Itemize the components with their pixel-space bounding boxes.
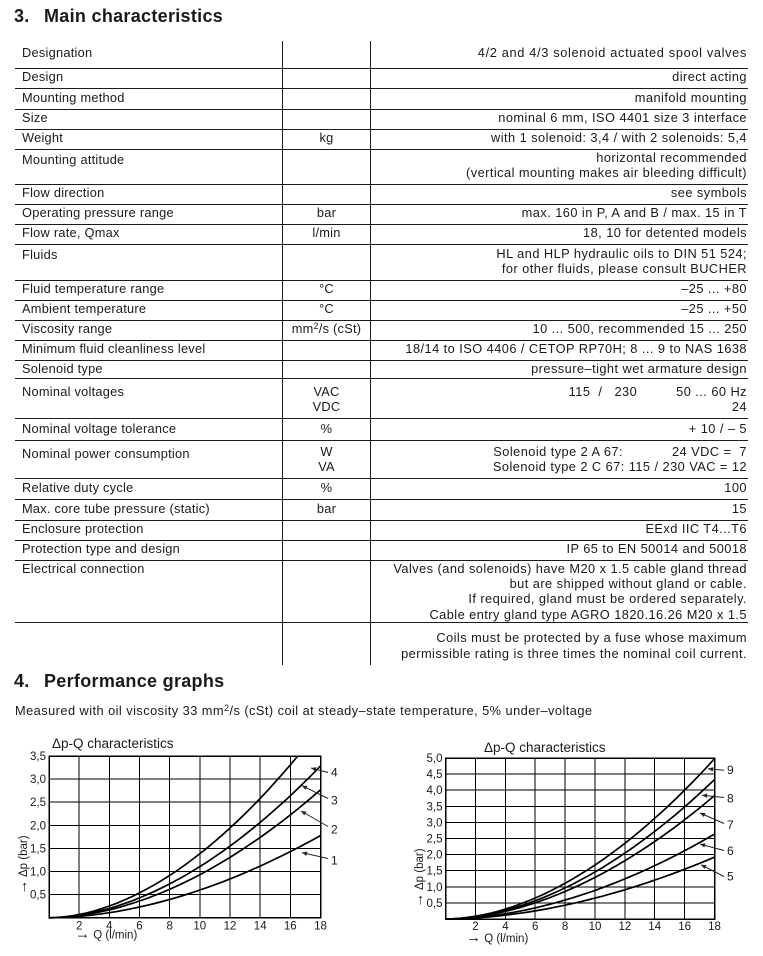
svg-text:2: 2	[76, 921, 82, 933]
svg-text:18: 18	[314, 921, 327, 933]
svg-text:5,0: 5,0	[427, 753, 443, 765]
svg-text:3,0: 3,0	[30, 774, 46, 786]
svg-text:6: 6	[727, 844, 734, 858]
svg-text:0,5: 0,5	[427, 898, 443, 910]
svg-text:1,0: 1,0	[30, 867, 46, 879]
svg-text:5: 5	[727, 870, 734, 884]
svg-text:6: 6	[136, 921, 142, 933]
svg-text:4: 4	[502, 921, 509, 933]
svg-text:8: 8	[727, 792, 734, 806]
svg-text:18: 18	[708, 921, 721, 933]
svg-text:3,0: 3,0	[427, 817, 443, 829]
svg-text:Δp-Q characteristics: Δp-Q characteristics	[484, 740, 606, 755]
svg-text:2,0: 2,0	[427, 850, 443, 862]
svg-text:2,5: 2,5	[427, 834, 443, 846]
svg-text:14: 14	[254, 921, 267, 933]
svg-text:16: 16	[678, 921, 691, 933]
svg-text:7: 7	[727, 818, 734, 832]
svg-text:2,0: 2,0	[30, 820, 46, 832]
svg-text:14: 14	[648, 921, 661, 933]
svg-text:3: 3	[331, 794, 338, 808]
svg-text:2: 2	[472, 921, 478, 933]
svg-text:0,5: 0,5	[30, 890, 46, 902]
svg-text:6: 6	[532, 921, 538, 933]
svg-text:12: 12	[224, 921, 237, 933]
svg-text:1,5: 1,5	[30, 844, 46, 856]
svg-text:10: 10	[193, 921, 206, 933]
svg-text:8: 8	[166, 921, 172, 933]
svg-text:12: 12	[619, 921, 632, 933]
svg-text:→ Δp (bar): → Δp (bar)	[14, 835, 31, 894]
svg-text:10: 10	[589, 921, 602, 933]
svg-text:4,0: 4,0	[427, 785, 443, 797]
svg-text:→ Q (l/min): → Q (l/min)	[75, 926, 137, 943]
svg-text:4,5: 4,5	[427, 769, 443, 781]
svg-text:4: 4	[331, 766, 338, 780]
svg-text:16: 16	[284, 921, 297, 933]
svg-text:1,0: 1,0	[427, 882, 443, 894]
svg-text:2: 2	[331, 823, 338, 837]
svg-text:2,5: 2,5	[30, 797, 46, 809]
svg-text:→ Δp (bar): → Δp (bar)	[410, 848, 427, 907]
svg-text:Δp-Q characteristics: Δp-Q characteristics	[52, 736, 174, 751]
svg-text:1,5: 1,5	[427, 866, 443, 878]
svg-text:4: 4	[106, 921, 113, 933]
svg-text:1: 1	[331, 854, 338, 868]
svg-text:8: 8	[562, 921, 568, 933]
svg-text:9: 9	[727, 763, 734, 777]
svg-text:3,5: 3,5	[30, 751, 46, 763]
svg-text:3,5: 3,5	[427, 801, 443, 813]
svg-text:→ Q (l/min): → Q (l/min)	[466, 929, 528, 946]
